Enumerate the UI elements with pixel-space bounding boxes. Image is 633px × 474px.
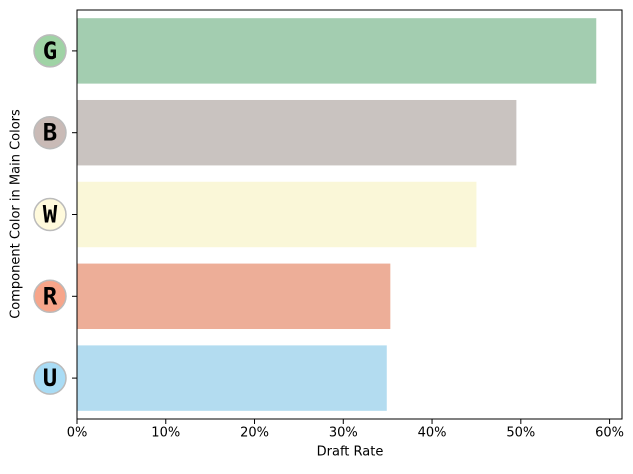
y-tick-label: B [43,119,57,147]
x-tick-label: 20% [240,426,269,441]
y-tick-label: R [43,282,58,310]
y-tick-label: W [43,201,58,229]
x-tick-label: 40% [418,426,447,441]
x-tick-label: 0% [67,426,88,441]
bar [77,181,477,248]
x-tick-label: 50% [506,426,535,441]
color-icon [33,279,67,314]
color-icon [33,361,67,395]
y-tick-label: G [43,37,57,65]
y-tick-label: U [43,364,57,392]
y-axis-label: Component Color in Main Colors [9,109,24,319]
bar [77,18,597,84]
x-tick-label: 30% [329,426,358,441]
bar [77,99,517,166]
color-icon [33,197,67,232]
x-tick-label: 10% [151,426,180,441]
x-axis-label: Draft Rate [317,445,384,460]
color-icon [33,34,67,68]
plot-frame [76,9,623,420]
color-icon [33,115,67,150]
bar [77,263,391,330]
bar [77,345,387,411]
x-tick-label: 60% [595,426,624,441]
